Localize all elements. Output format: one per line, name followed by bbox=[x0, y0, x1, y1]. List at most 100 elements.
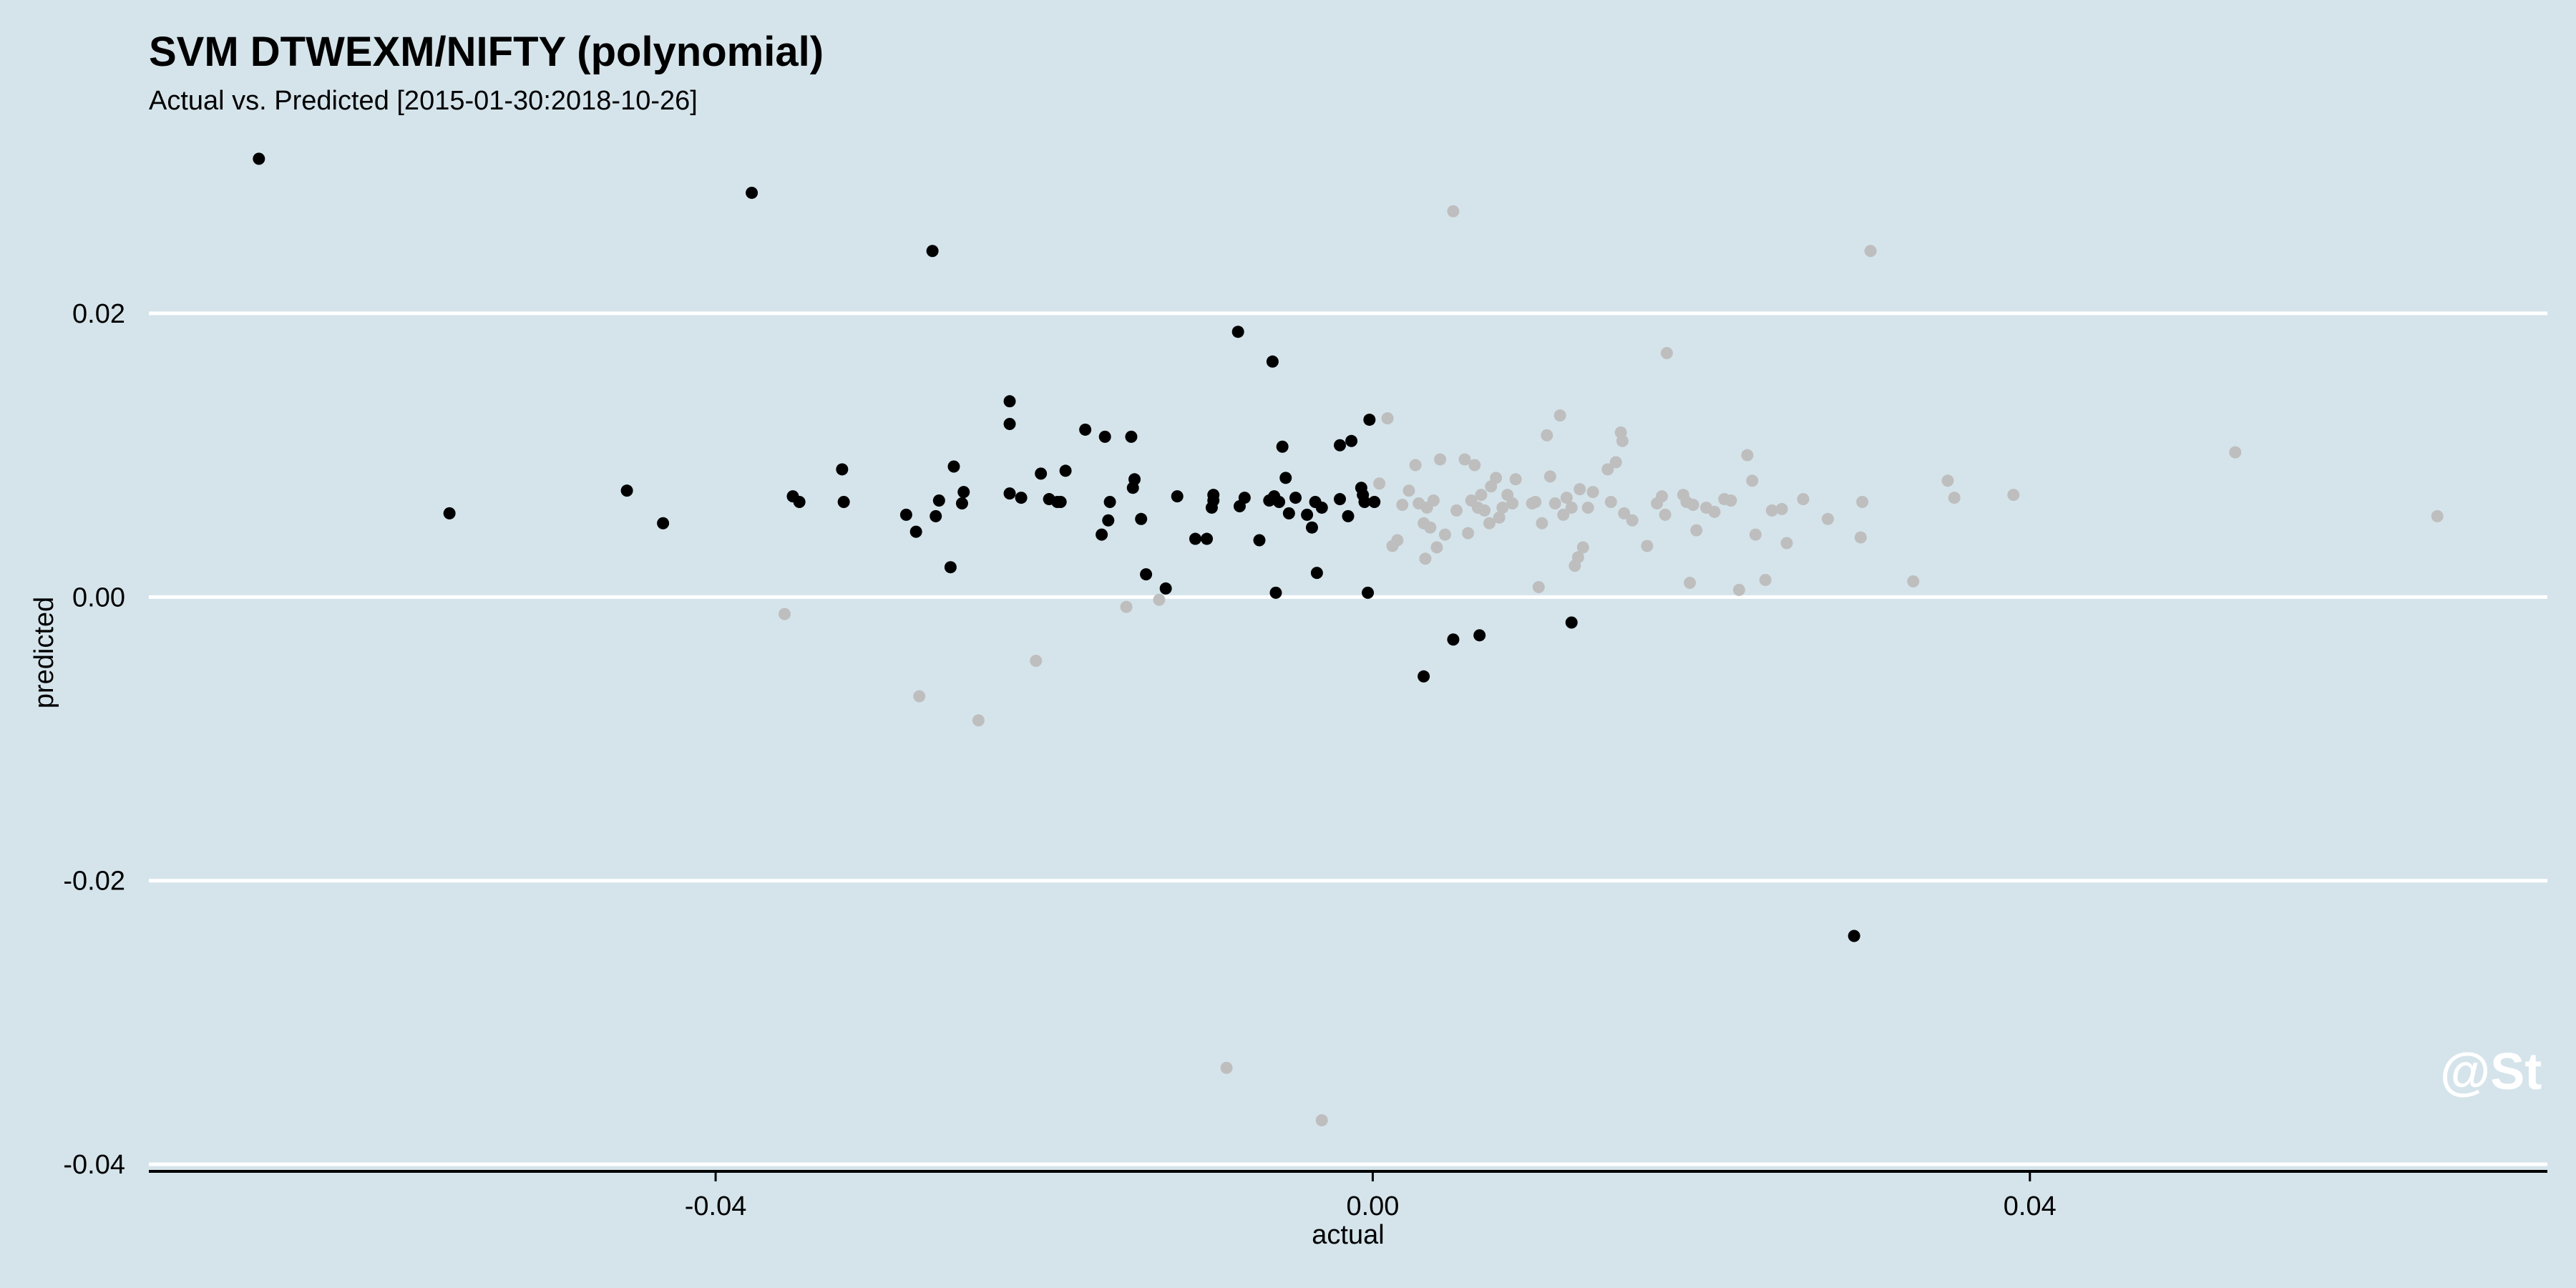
data-point bbox=[1054, 496, 1067, 509]
data-point bbox=[1276, 440, 1289, 453]
data-point bbox=[1003, 487, 1016, 500]
data-point bbox=[1775, 502, 1788, 515]
data-point bbox=[1543, 470, 1556, 483]
y-tick-label: -0.04 bbox=[63, 1150, 125, 1180]
data-point bbox=[1553, 409, 1566, 422]
data-point bbox=[1289, 492, 1302, 504]
data-point bbox=[1409, 459, 1422, 472]
data-point bbox=[1732, 583, 1745, 596]
data-point bbox=[1310, 567, 1323, 580]
data-point bbox=[1626, 514, 1639, 527]
data-point bbox=[1128, 473, 1141, 486]
data-point bbox=[1641, 540, 1654, 552]
data-point bbox=[1279, 472, 1292, 484]
data-point bbox=[1458, 453, 1471, 466]
data-point bbox=[932, 494, 945, 507]
data-point bbox=[1098, 430, 1111, 443]
data-point bbox=[1201, 532, 1214, 545]
data-point bbox=[1821, 512, 1834, 525]
data-point bbox=[1473, 629, 1486, 642]
data-point bbox=[1541, 429, 1553, 441]
data-point bbox=[955, 497, 968, 510]
data-point bbox=[1506, 497, 1519, 510]
data-point bbox=[913, 690, 926, 703]
data-point bbox=[1684, 576, 1697, 589]
data-point bbox=[1096, 528, 1108, 541]
data-point bbox=[1079, 423, 1092, 436]
data-point bbox=[1616, 434, 1629, 447]
data-point bbox=[1315, 1114, 1328, 1127]
data-point bbox=[657, 517, 670, 530]
data-point bbox=[836, 463, 849, 476]
y-tick-label: 0.00 bbox=[72, 582, 125, 613]
data-point bbox=[1586, 486, 1599, 499]
data-point bbox=[1381, 412, 1394, 425]
data-point bbox=[1153, 593, 1166, 606]
y-axis-ticks: -0.04 -0.02 0.00 0.02 bbox=[63, 299, 125, 1180]
data-point bbox=[1342, 509, 1355, 522]
data-point bbox=[1015, 492, 1028, 504]
x-axis-label: actual bbox=[1312, 1220, 1384, 1250]
data-point bbox=[1419, 552, 1432, 565]
data-point bbox=[1581, 501, 1594, 514]
data-point bbox=[1450, 504, 1463, 517]
data-point bbox=[1687, 498, 1699, 511]
data-point bbox=[1253, 534, 1266, 547]
data-point bbox=[1532, 580, 1545, 593]
data-point bbox=[930, 509, 942, 522]
data-point bbox=[1269, 586, 1282, 599]
data-point bbox=[1373, 477, 1386, 490]
data-point bbox=[1273, 496, 1286, 509]
data-point bbox=[1334, 439, 1347, 452]
data-points bbox=[253, 152, 2444, 1127]
data-point bbox=[1358, 496, 1371, 509]
data-point bbox=[1780, 537, 1793, 550]
data-point bbox=[1345, 434, 1358, 447]
data-point bbox=[947, 460, 960, 473]
data-point bbox=[1854, 531, 1867, 544]
data-point bbox=[1468, 459, 1481, 472]
data-point bbox=[1565, 616, 1578, 629]
watermark: @St bbox=[2440, 1043, 2542, 1101]
data-point bbox=[2007, 489, 2020, 502]
data-point bbox=[1135, 512, 1148, 525]
data-point bbox=[1266, 355, 1279, 368]
data-point bbox=[1362, 586, 1375, 599]
data-point bbox=[1003, 418, 1016, 431]
data-point bbox=[779, 608, 791, 620]
data-point bbox=[746, 186, 758, 199]
data-point bbox=[1424, 521, 1437, 534]
data-point bbox=[909, 525, 922, 538]
data-point bbox=[1396, 498, 1409, 511]
data-point bbox=[1749, 528, 1762, 541]
gridlines bbox=[149, 311, 2547, 1166]
data-point bbox=[1941, 474, 1954, 487]
data-point bbox=[1301, 508, 1314, 521]
data-point bbox=[1557, 508, 1570, 521]
data-point bbox=[1907, 575, 1920, 588]
data-point bbox=[1125, 430, 1138, 443]
data-point bbox=[1493, 511, 1506, 524]
data-point bbox=[1864, 245, 1877, 258]
data-point bbox=[1189, 532, 1201, 545]
data-point bbox=[1003, 395, 1016, 408]
data-point bbox=[1509, 473, 1522, 486]
data-point bbox=[1797, 493, 1810, 506]
data-point bbox=[1030, 655, 1043, 667]
y-axis-label: predicted bbox=[29, 597, 59, 708]
data-point bbox=[1848, 930, 1860, 942]
data-point bbox=[1618, 507, 1631, 519]
data-point bbox=[944, 561, 957, 574]
data-point bbox=[620, 484, 633, 497]
data-point bbox=[1430, 541, 1443, 554]
data-point bbox=[1334, 493, 1347, 506]
data-point bbox=[1490, 472, 1503, 484]
data-point bbox=[1282, 507, 1295, 519]
data-point bbox=[1238, 492, 1251, 504]
data-point bbox=[1305, 521, 1318, 534]
data-point bbox=[1496, 501, 1509, 514]
data-point bbox=[1462, 527, 1475, 540]
x-tick-label: 0.04 bbox=[2004, 1191, 2057, 1221]
data-point bbox=[972, 714, 985, 727]
